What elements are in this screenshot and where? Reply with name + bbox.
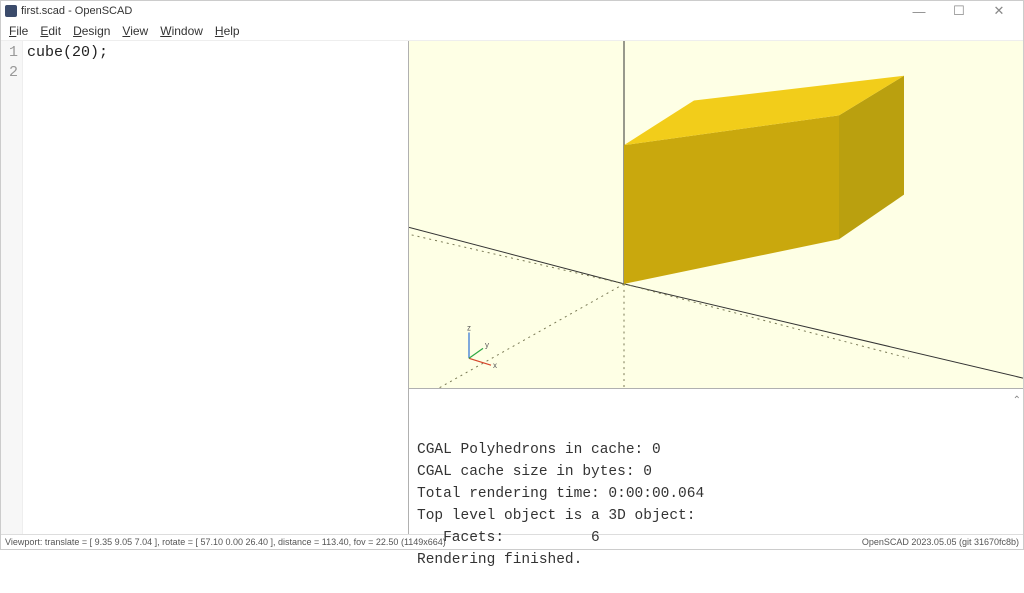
- line-number: 1: [1, 43, 18, 63]
- maximize-button[interactable]: ☐: [939, 3, 979, 19]
- axis-y-label: y: [485, 340, 489, 349]
- menu-design[interactable]: Design: [69, 24, 114, 38]
- app-icon: [5, 5, 17, 17]
- console-line: Total rendering time: 0:00:00.064: [417, 486, 704, 502]
- menu-window[interactable]: Window: [156, 24, 207, 38]
- console-line: CGAL cache size in bytes: 0: [417, 464, 652, 480]
- console-line: CGAL Polyhedrons in cache: 0: [417, 442, 661, 458]
- scroll-up-icon[interactable]: ⌃: [1013, 391, 1021, 413]
- menu-edit[interactable]: Edit: [36, 24, 65, 38]
- code-editor-pane: 1 2 cube(20);: [1, 41, 409, 534]
- axis-x-label: x: [493, 361, 497, 370]
- line-number: 2: [1, 63, 18, 83]
- right-pane: z y x ⌃ CGAL Polyhedrons in cache: 0 CGA…: [409, 41, 1023, 534]
- status-right: OpenSCAD 2023.05.05 (git 31670fc8b): [862, 537, 1019, 547]
- menu-view[interactable]: View: [118, 24, 152, 38]
- console-line: Rendering finished.: [417, 552, 582, 568]
- window-title: first.scad - OpenSCAD: [21, 5, 899, 17]
- minimize-button[interactable]: —: [899, 4, 939, 19]
- main-area: 1 2 cube(20);: [1, 41, 1023, 534]
- console-line: Top level object is a 3D object:: [417, 508, 695, 524]
- titlebar: first.scad - OpenSCAD — ☐ ✕: [1, 1, 1023, 21]
- code-text[interactable]: cube(20);: [23, 41, 408, 534]
- line-gutter: 1 2: [1, 41, 23, 534]
- 3d-viewport[interactable]: z y x: [409, 41, 1023, 388]
- status-left: Viewport: translate = [ 9.35 9.05 7.04 ]…: [5, 537, 446, 547]
- code-line: cube(20);: [27, 43, 404, 63]
- axis-z-label: z: [467, 324, 471, 333]
- menu-file[interactable]: File: [5, 24, 32, 38]
- menubar: File Edit Design View Window Help: [1, 21, 1023, 41]
- menu-help[interactable]: Help: [211, 24, 244, 38]
- code-area[interactable]: 1 2 cube(20);: [1, 41, 408, 534]
- console-output[interactable]: ⌃ CGAL Polyhedrons in cache: 0 CGAL cach…: [409, 388, 1023, 534]
- close-button[interactable]: ✕: [979, 3, 1019, 19]
- console-line: Facets: 6: [417, 530, 600, 546]
